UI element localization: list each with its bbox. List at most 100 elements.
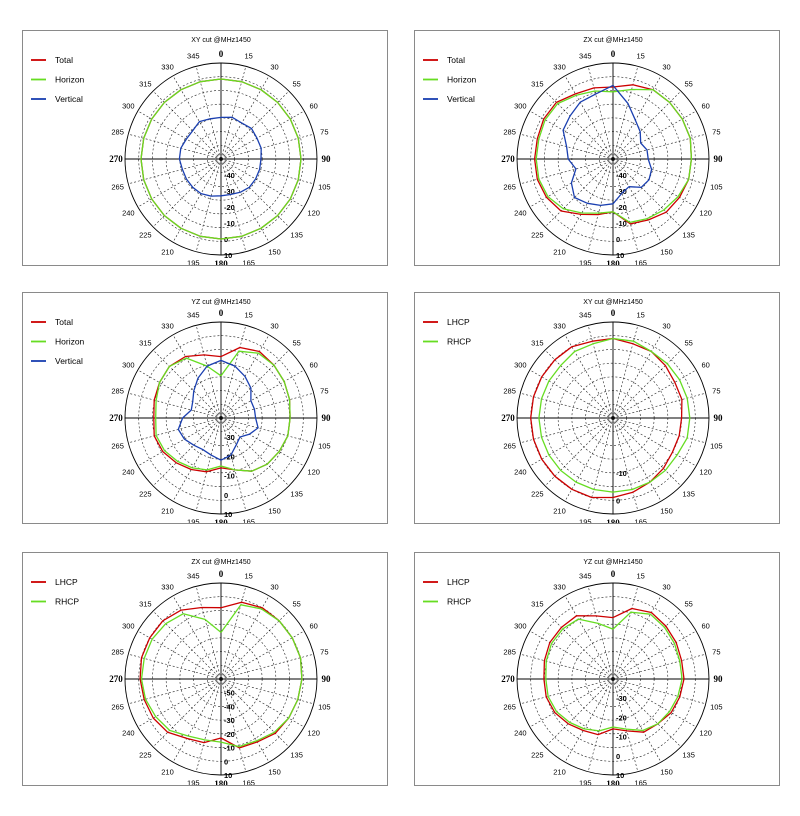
radial-tick-label: -10 [224,744,235,753]
grid-spoke [612,595,662,680]
angle-tick-label: 0 [219,569,224,579]
angle-tick-label: 180 [606,518,620,523]
angle-tick-label: 15 [245,572,253,581]
angle-tick-label: 270 [501,413,515,423]
radial-tick-label: -10 [616,219,627,228]
angle-tick-label: 15 [637,311,645,320]
angle-tick-label: 180 [606,779,620,785]
grid-spoke [220,630,305,680]
legend-label: Total [55,317,73,327]
radial-tick-label: -40 [616,171,627,180]
grid-spoke [587,66,614,160]
angle-tick-label: 345 [579,572,592,581]
angle-tick-label: 210 [161,507,174,516]
angle-tick-label: 60 [309,622,317,631]
grid-spoke [172,417,222,502]
polar-plot-svg: XY cut @MHz1450 0 15 30 55 60 75 90 105 120 135 150… [31,37,331,265]
angle-tick-label: 90 [714,413,724,423]
grid-spoke [612,653,706,680]
angle-tick-label: 30 [662,62,670,71]
grid-spoke [612,158,697,208]
angle-tick-label: 265 [111,442,124,451]
angle-tick-label: 55 [684,599,692,608]
legend-label: Horizon [447,75,477,85]
chart-title: YZ cut @MHz1450 [191,299,250,306]
angle-tick-label: 195 [187,258,200,265]
grid-spoke [612,610,682,680]
angle-tick-label: 0 [611,569,616,579]
series-line-lhcp [530,337,683,499]
angle-tick-label: 120 [699,468,712,477]
angle-tick-label: 330 [553,582,566,591]
angle-tick-label: 15 [245,311,253,320]
grid-spoke [220,158,305,208]
angle-tick-label: 270 [501,674,515,684]
angle-tick-label: 120 [307,468,320,477]
grid-spoke [152,158,222,228]
radial-tick-label: 10 [616,771,624,780]
angle-tick-label: 180 [214,259,228,265]
angle-tick-label: 60 [309,361,317,370]
angle-tick-label: 270 [109,413,123,423]
angle-tick-label: 135 [682,751,695,760]
angle-tick-label: 15 [637,572,645,581]
grid-spoke [544,90,614,160]
angle-tick-label: 330 [161,62,174,71]
grid-spoke [137,630,222,680]
angle-tick-label: 345 [187,52,200,61]
grid-spoke [612,417,697,467]
angle-tick-label: 210 [161,248,174,257]
radial-tick-label: -30 [224,716,235,725]
grid-spoke [172,158,222,243]
radial-tick-label: -40 [224,171,235,180]
grid-spoke [612,678,706,705]
grid-spoke [172,678,222,763]
radial-tick-label: -40 [224,702,235,711]
grid-spoke [520,678,614,705]
radial-tick-label: 10 [224,251,232,260]
grid-spoke [520,653,614,680]
legend-label: RHCP [447,337,471,347]
grid-spoke [220,610,290,680]
grid-spoke [587,417,614,511]
series-line-vertical [178,116,262,197]
angle-tick-label: 135 [682,490,695,499]
polar-chart-xy-cut-circular: XY cut @MHz1450 0 15 30 55 60 75 90 105 120 135 150… [414,292,780,524]
angle-tick-label: 135 [290,231,303,240]
angle-tick-label: 135 [290,751,303,760]
radial-tick-label: 0 [224,757,228,766]
radial-tick-label: -50 [224,689,235,698]
grid-spoke [612,392,706,419]
angle-tick-label: 165 [634,517,647,523]
grid-spoke [220,392,314,419]
angle-tick-label: 240 [514,729,527,738]
grid-spoke [612,417,682,487]
angle-tick-label: 270 [109,674,123,684]
legend-label: Total [447,55,465,65]
angle-tick-label: 105 [710,703,723,712]
angle-tick-label: 0 [219,49,224,59]
grid-spoke [612,586,639,680]
angle-tick-label: 90 [322,413,332,423]
grid-spoke [544,349,614,419]
series-line-horizon [140,78,302,240]
angle-tick-label: 75 [712,647,720,656]
polar-chart-zx-cut-circular: ZX cut @MHz1450 0 15 30 55 60 75 90 105 120 135 150… [22,552,388,786]
angle-tick-label: 55 [292,79,300,88]
angle-tick-label: 315 [531,338,544,347]
grid-spoke [128,417,222,444]
radial-tick-label: 10 [616,251,624,260]
angle-tick-label: 105 [318,183,331,192]
polar-chart-xy-cut-components: XY cut @MHz1450 0 15 30 55 60 75 90 105 120 135 150… [22,30,388,266]
angle-tick-label: 150 [268,768,281,777]
angle-tick-label: 120 [307,729,320,738]
angle-tick-label: 165 [242,258,255,265]
angle-tick-label: 60 [701,102,709,111]
radial-tick-label: 10 [224,771,232,780]
grid-spoke [220,586,247,680]
radial-tick-label: -10 [616,469,627,478]
series-line-vertical [562,84,653,207]
grid-spoke [152,349,222,419]
angle-tick-label: 55 [292,338,300,347]
angle-tick-label: 345 [579,311,592,320]
